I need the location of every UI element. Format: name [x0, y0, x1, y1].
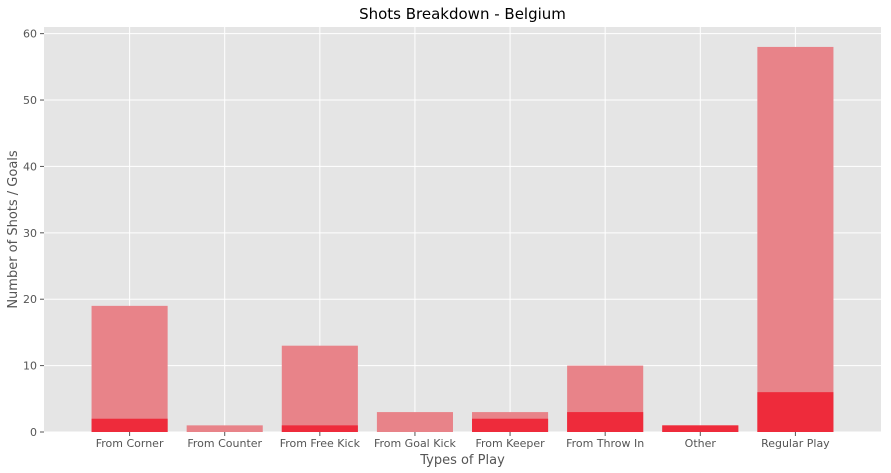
bar-series-1: [376, 412, 453, 432]
bar-series-1: [281, 345, 358, 432]
y-tick-label: 60: [23, 28, 37, 41]
x-axis-ticks: From Corner From Counter From Free Kick Fro…: [96, 432, 830, 450]
bar-series-2: [567, 412, 644, 432]
x-axis-label: Types of Play: [419, 453, 505, 468]
x-tick-label: Regular Play: [761, 437, 830, 450]
y-tick-label: 50: [23, 94, 37, 107]
x-tick-label: From Keeper: [475, 437, 545, 450]
bar-series-1: [757, 46, 834, 433]
x-tick-label: From Free Kick: [280, 437, 361, 450]
plot-area: [44, 27, 881, 432]
bar-series-2: [281, 425, 358, 432]
bar-series-2: [472, 418, 549, 432]
chart-title: Shots Breakdown - Belgium: [359, 5, 566, 23]
x-tick-label: From Counter: [187, 437, 262, 450]
bars: [91, 46, 834, 433]
bar-series-1: [186, 425, 263, 432]
bar-series-2: [662, 425, 739, 432]
bar-series-2: [757, 392, 834, 432]
x-tick-label: From Goal Kick: [374, 437, 457, 450]
x-tick-label: From Throw In: [566, 437, 644, 450]
y-tick-label: 10: [23, 360, 37, 373]
grid: [44, 27, 881, 433]
bar-series-2: [91, 418, 168, 432]
y-axis-label: Number of Shots / Goals: [6, 150, 21, 309]
bar-series-1: [91, 305, 168, 432]
y-tick-label: 0: [30, 426, 37, 439]
x-tick-label: From Corner: [96, 437, 164, 450]
y-axis-ticks: 0 10 20 30 40 50 60: [23, 28, 44, 439]
x-tick-label: Other: [685, 437, 717, 450]
y-tick-label: 30: [23, 227, 37, 240]
y-tick-label: 40: [23, 160, 37, 173]
y-tick-label: 20: [23, 293, 37, 306]
